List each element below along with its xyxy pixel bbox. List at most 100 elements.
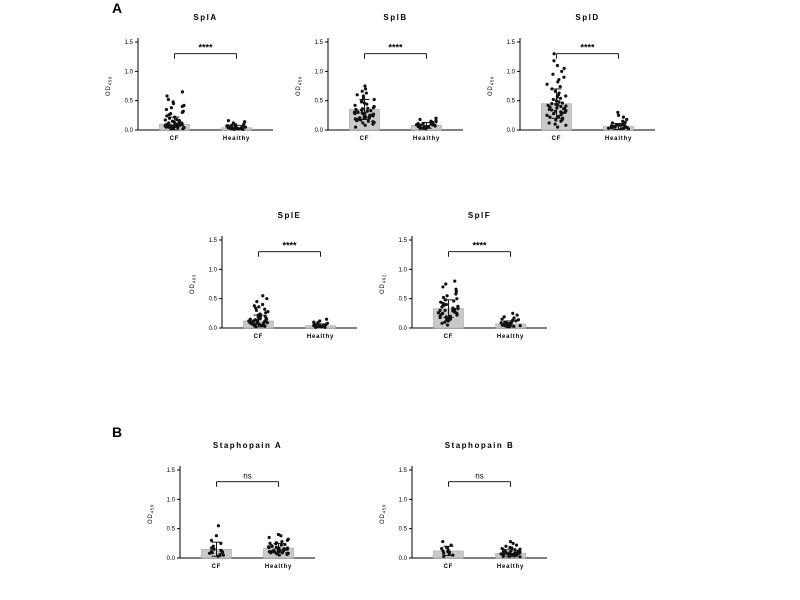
data-point [182,126,186,130]
data-point [514,543,519,547]
y-axis-label: OD450 [296,76,303,96]
y-tick-label: 0.0 [507,128,516,134]
data-point [175,122,179,126]
data-point [562,106,567,110]
data-point [441,311,445,315]
data-point [317,324,321,328]
data-point [234,123,238,127]
data-point [353,117,357,121]
chart-staphopain-a: Staphopain A 0.0 0.5 1.0 1.5 OD450 CF Healthy ns [138,436,333,591]
data-point [218,552,222,557]
y-axis-label: OD493 [190,274,197,294]
data-point [557,91,561,95]
y-tick-label: 1.0 [507,69,516,75]
y-tick-label: 1.5 [125,40,134,46]
y-tick-label: 1.5 [399,468,408,474]
data-point [366,106,370,110]
data-point [444,545,449,550]
data-point [511,541,515,545]
data-point [503,320,507,324]
y-tick-label: 1.0 [399,267,408,273]
data-point [253,318,257,322]
data-point [443,298,448,302]
chart-svg-staphopainA: Staphopain A 0.0 0.5 1.0 1.5 OD450 CF Healthy ns [148,441,315,570]
significance-label: ns [243,472,251,481]
data-point [372,104,376,109]
data-point [451,306,455,310]
data-point [356,110,360,114]
data-point [553,109,558,113]
data-point [557,77,561,82]
data-point [564,109,568,113]
data-point [545,82,549,86]
data-point [363,84,367,88]
data-point [441,285,445,289]
data-point [362,115,367,119]
data-point [279,543,283,547]
y-tick-label: 1.0 [399,497,408,503]
data-point [268,541,272,545]
y-tick-label: 1.0 [167,497,176,503]
data-point [229,123,234,127]
data-point [416,121,420,126]
data-point [616,113,621,117]
data-point [277,553,281,557]
data-point [456,304,460,308]
chart-title: SplE [278,211,302,220]
x-category-label: CF [552,136,562,142]
data-point [363,123,367,127]
data-point [558,84,562,89]
data-point [510,552,515,557]
y-tick-label: 1.5 [209,238,218,244]
data-point [557,100,561,104]
chart-splB: SplB 0.0 0.5 1.0 1.5 OD450 CF Healthy **** [286,8,481,163]
data-point [553,122,557,126]
y-tick-label: 0.5 [125,99,134,105]
data-point [255,300,259,304]
data-point [324,317,329,321]
data-point [355,93,359,97]
chart-splA: SplA 0.0 0.5 1.0 1.5 OD450 CF Healthy **** [96,8,291,163]
x-category-label: Healthy [497,564,524,570]
data-point [354,107,358,112]
data-point [550,102,554,106]
data-point [454,287,458,291]
data-point [499,552,503,556]
data-point [248,317,252,321]
data-point [267,535,271,540]
data-point [558,96,563,100]
data-point [177,119,181,123]
chart-splD: SplD 0.0 0.5 1.0 1.5 OD450 CF Healthy **** [478,8,673,163]
data-point [546,103,550,107]
data-point [560,101,564,105]
chart-title: SplB [383,13,407,22]
y-tick-label: 0.5 [399,297,408,303]
y-axis-label: OD450 [380,504,387,524]
x-category-label: Healthy [265,564,292,570]
data-point [449,543,453,547]
data-point [610,121,615,125]
data-point [518,324,522,328]
data-point [231,121,236,125]
data-point [502,552,506,557]
significance-label: ns [475,472,483,481]
data-point [562,66,566,70]
data-point [209,549,214,554]
data-point [440,321,444,325]
data-point [280,539,284,544]
y-tick-label: 0.0 [315,128,324,134]
data-point [434,119,438,123]
data-point [369,109,373,113]
data-point [453,279,457,283]
data-point [547,121,551,125]
y-tick-label: 1.0 [125,69,134,75]
chart-svg-splA: SplA 0.0 0.5 1.0 1.5 OD450 CF Healthy **** [106,13,273,142]
data-point [444,315,448,319]
data-point [166,97,171,102]
data-point [419,123,423,127]
data-point [552,59,556,63]
data-point [429,119,433,123]
significance-label: **** [580,43,595,53]
data-point [443,308,447,312]
